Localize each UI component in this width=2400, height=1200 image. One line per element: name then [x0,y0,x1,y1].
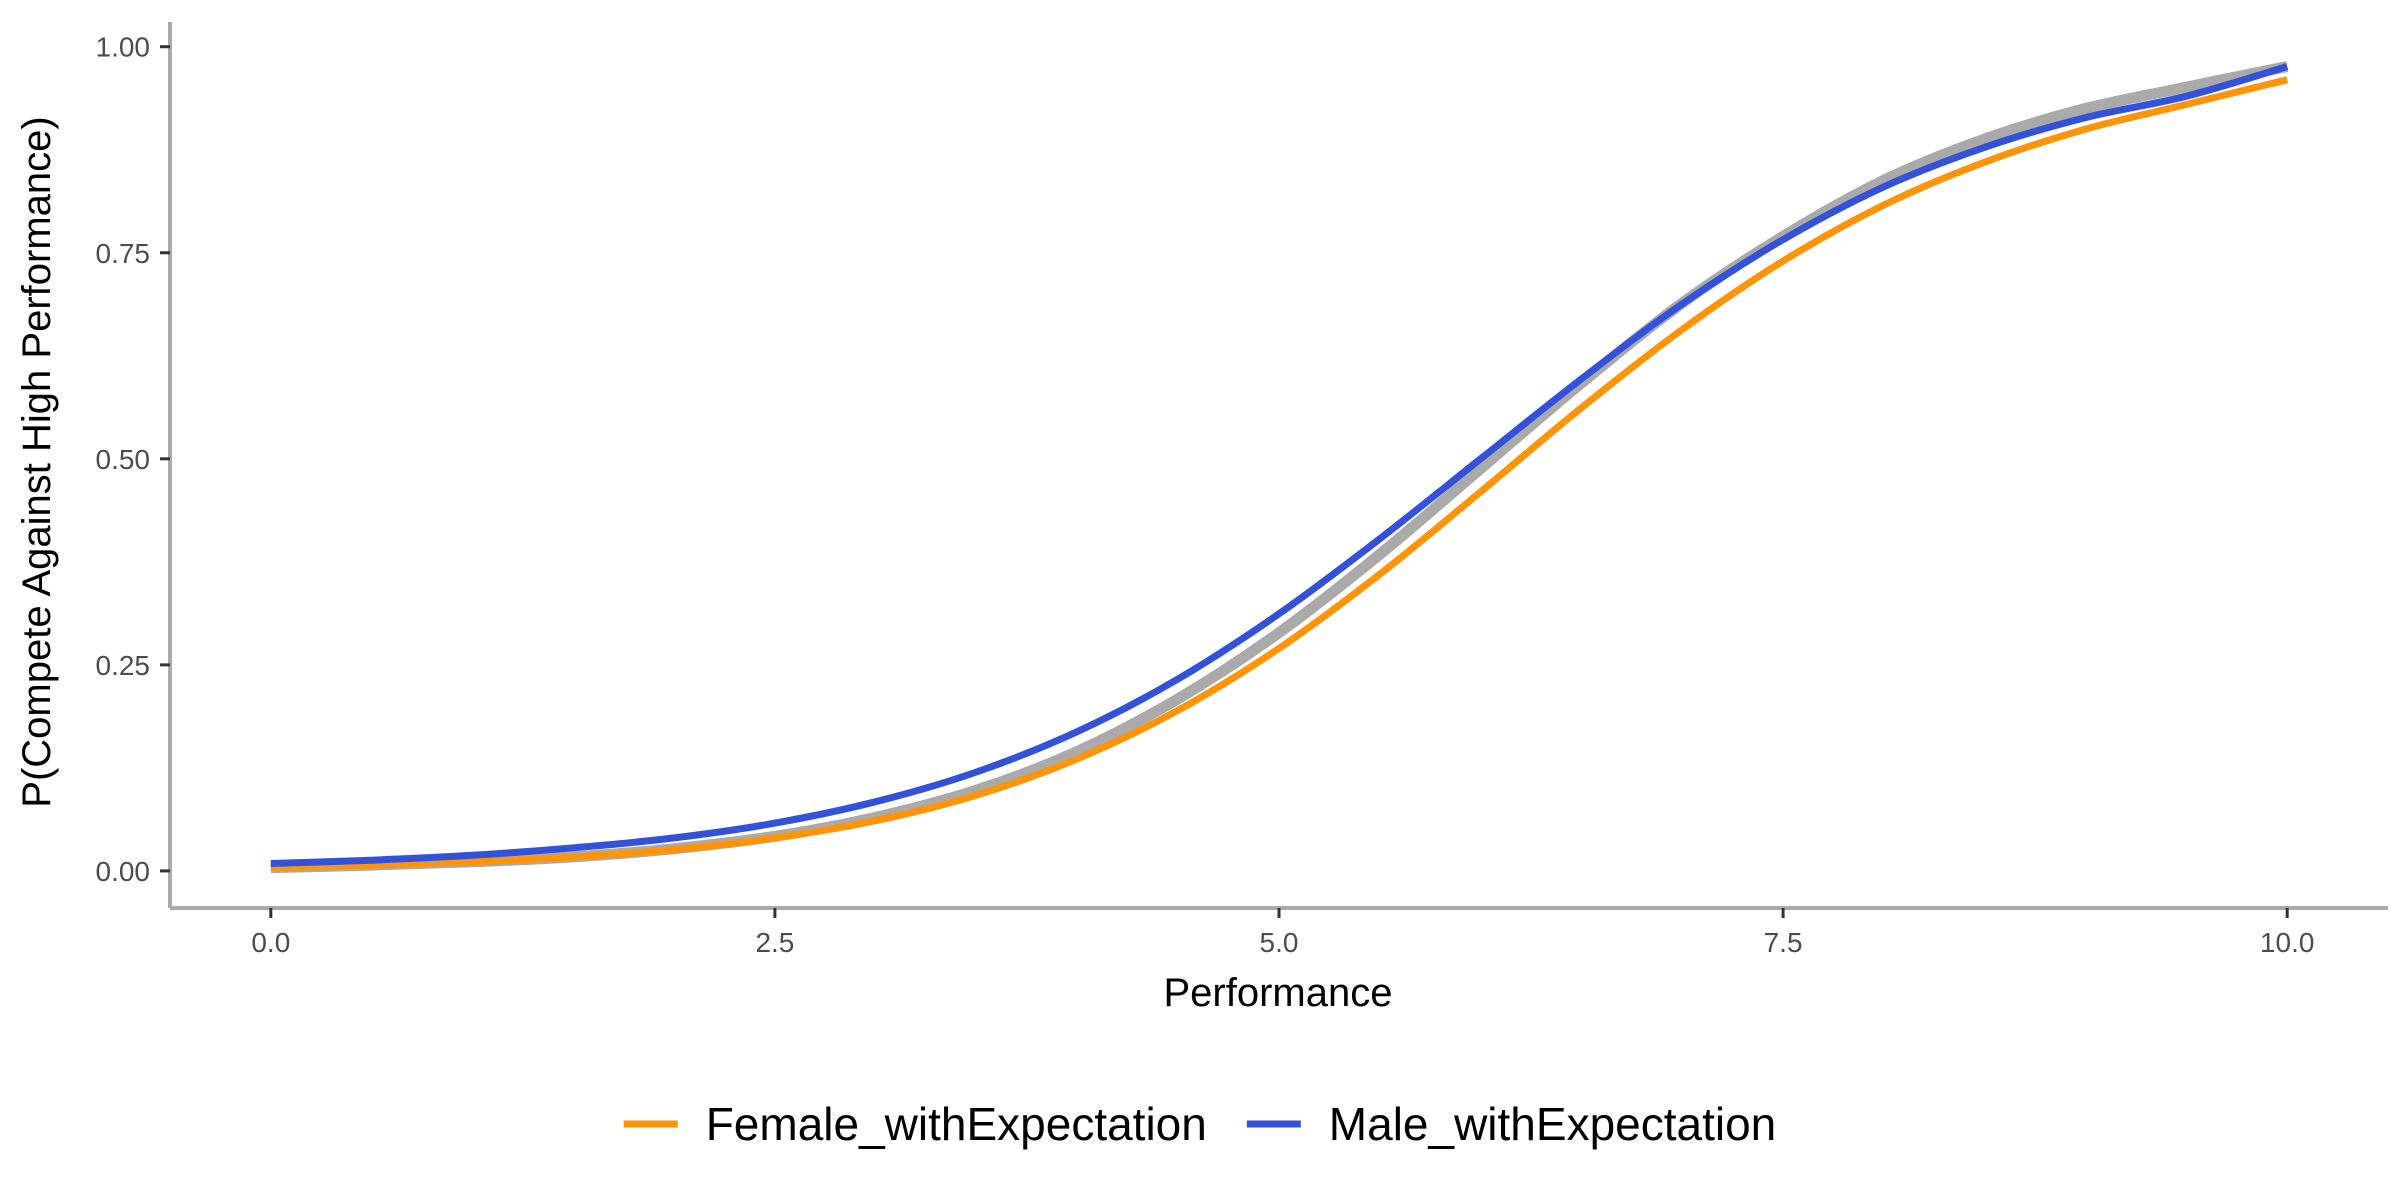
legend-label-female: Female_withExpectation [706,1098,1207,1150]
x-axis-title: Performance [1164,971,1393,1015]
legend-item-female: Female_withExpectation [623,1098,1207,1150]
series-line-female [270,76,2289,872]
y-tick-label: 1.00 [96,32,151,63]
y-tick-label: 0.75 [96,238,151,269]
y-tick-label: 0.50 [96,444,151,475]
y-tick-label: 0.25 [96,650,151,681]
x-tick-label: 5.0 [1260,927,1299,958]
x-tick-label: 7.5 [1764,927,1803,958]
x-tick-label: 2.5 [755,927,794,958]
x-tick-label: 0.0 [251,927,290,958]
plot-lines [270,61,2289,874]
x-tick-label: 10.0 [2260,927,2315,958]
legend: Female_withExpectation Male_withExpectati… [623,1098,1776,1150]
legend-item-male: Male_withExpectation [1246,1098,1776,1150]
series-line-male [270,63,2289,867]
y-axis-title: P(Compete Against High Performance) [15,116,59,807]
y-tick-label: 0.00 [96,856,151,887]
legend-label-male: Male_withExpectation [1329,1098,1776,1150]
y-ticks: 0.00 0.25 0.50 0.75 1.00 [96,32,170,887]
x-ticks: 0.0 2.5 5.0 7.5 10.0 [251,908,2314,958]
